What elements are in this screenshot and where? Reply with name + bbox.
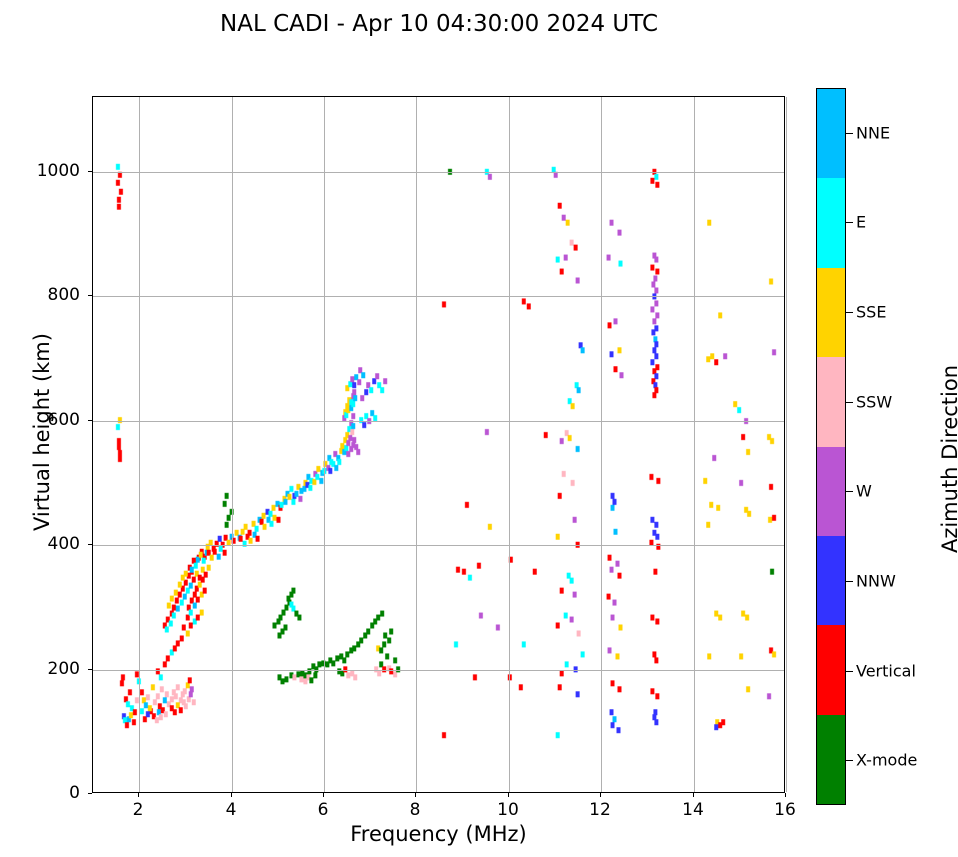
- colorbar-tick-mark: [846, 760, 853, 761]
- y-axis-label: Virtual height (km): [30, 333, 54, 531]
- y-tick-mark: [88, 295, 92, 296]
- x-tick-label: 12: [589, 800, 611, 820]
- x-tick-mark: [138, 793, 139, 797]
- x-tick-label: 8: [409, 800, 421, 820]
- gridline-horizontal: [93, 670, 784, 671]
- y-tick-label: 400: [47, 534, 80, 554]
- y-tick-label: 0: [69, 783, 80, 803]
- plot-area: [92, 96, 787, 793]
- colorbar-tick-mark: [846, 312, 853, 313]
- colorbar-segment-w: [817, 446, 845, 536]
- y-tick-mark: [88, 171, 92, 172]
- gridline-horizontal: [93, 296, 784, 297]
- gridline-vertical: [786, 97, 787, 792]
- x-tick-mark: [600, 793, 601, 797]
- gridline-vertical: [139, 97, 140, 792]
- colorbar-label-nne: NNE: [856, 123, 891, 143]
- gridline-vertical: [324, 97, 325, 792]
- colorbar-label-e: E: [856, 212, 867, 232]
- y-tick-mark: [88, 793, 92, 794]
- y-tick-label: 800: [47, 285, 80, 305]
- colorbar-segment-sse: [817, 267, 845, 358]
- gridline-horizontal: [93, 172, 784, 173]
- colorbar-tick-mark: [846, 581, 853, 582]
- colorbar-label-nnw: NNW: [856, 571, 896, 591]
- y-tick-mark: [88, 669, 92, 670]
- gridline-vertical: [509, 97, 510, 792]
- x-tick-mark: [785, 793, 786, 797]
- y-tick-mark: [88, 544, 92, 545]
- x-tick-mark: [693, 793, 694, 797]
- gridline-vertical: [601, 97, 602, 792]
- colorbar-label-sse: SSE: [856, 302, 887, 322]
- scatter-canvas: [93, 97, 784, 792]
- y-tick-mark: [88, 420, 92, 421]
- colorbar-label-vertical: Vertical: [856, 661, 916, 681]
- x-tick-label: 16: [774, 800, 796, 820]
- gridline-vertical: [232, 97, 233, 792]
- y-tick-label: 600: [47, 410, 80, 430]
- colorbar-tick-mark: [846, 491, 853, 492]
- colorbar-tick-mark: [846, 133, 853, 134]
- x-tick-mark: [415, 793, 416, 797]
- colorbar-label-x-mode: X-mode: [856, 750, 918, 770]
- colorbar-segment-vertical: [817, 625, 845, 715]
- colorbar-segment-ssw: [817, 357, 845, 447]
- y-tick-label: 1000: [36, 161, 80, 181]
- x-tick-label: 2: [132, 800, 144, 820]
- x-axis-label: Frequency (MHz): [350, 822, 527, 846]
- gridline-vertical: [694, 97, 695, 792]
- x-tick-label: 6: [317, 800, 329, 820]
- colorbar-segment-e: [817, 178, 845, 268]
- x-tick-mark: [231, 793, 232, 797]
- gridline-horizontal: [93, 545, 784, 546]
- colorbar-segment-x-mode: [817, 714, 845, 804]
- colorbar-title: Azimuth Direction: [938, 364, 958, 554]
- y-tick-label: 200: [47, 659, 80, 679]
- gridline-horizontal: [93, 421, 784, 422]
- x-tick-label: 14: [682, 800, 704, 820]
- colorbar-tick-mark: [846, 222, 853, 223]
- colorbar-label-w: W: [856, 481, 872, 501]
- x-tick-label: 10: [497, 800, 519, 820]
- x-tick-label: 4: [225, 800, 237, 820]
- colorbar-segment-nnw: [817, 535, 845, 626]
- colorbar-tick-mark: [846, 671, 853, 672]
- colorbar-label-ssw: SSW: [856, 392, 893, 412]
- x-tick-mark: [508, 793, 509, 797]
- colorbar-tick-mark: [846, 402, 853, 403]
- chart-title: NAL CADI - Apr 10 04:30:00 2024 UTC: [220, 11, 658, 37]
- colorbar-segment-nne: [817, 89, 845, 179]
- gridline-vertical: [416, 97, 417, 792]
- x-tick-mark: [323, 793, 324, 797]
- azimuth-colorbar: [816, 88, 846, 805]
